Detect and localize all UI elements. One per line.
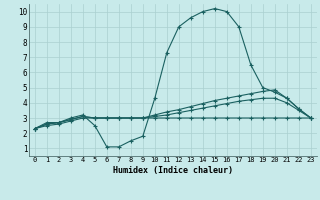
X-axis label: Humidex (Indice chaleur): Humidex (Indice chaleur): [113, 166, 233, 175]
